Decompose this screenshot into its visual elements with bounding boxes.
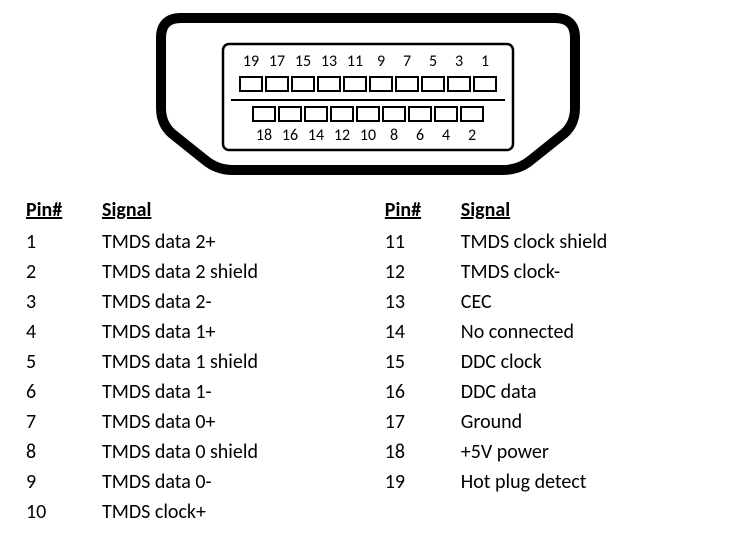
- table-cell: TMDS data 2 shield: [102, 257, 385, 287]
- pin-number-column: Pin# 11 12 13 14 15 16 17 18 19: [385, 195, 461, 527]
- col-header-pin: Pin#: [26, 195, 102, 225]
- pin-box: [421, 76, 445, 92]
- pin-label: 8: [381, 126, 407, 145]
- table-cell: 17: [385, 407, 461, 437]
- table-cell: TMDS data 1-: [102, 377, 385, 407]
- pin-row-top: [153, 76, 583, 92]
- table-cell: 11: [385, 227, 461, 257]
- table-cell: TMDS data 0-: [102, 467, 385, 497]
- table-cell: +5V power: [461, 437, 716, 467]
- pin-label: 17: [264, 52, 290, 71]
- pin-box: [382, 106, 406, 122]
- col-header-pin: Pin#: [385, 195, 461, 225]
- pin-box: [317, 76, 341, 92]
- pin-box: [291, 76, 315, 92]
- table-cell: TMDS clock+: [102, 497, 385, 527]
- table-left-column: Pin# 1 2 3 4 5 6 7 8 9 10 Signal TMDS da…: [26, 195, 385, 527]
- pin-label: 11: [342, 52, 368, 71]
- table-cell: 8: [26, 437, 102, 467]
- table-cell: 19: [385, 467, 461, 497]
- pin-box: [304, 106, 328, 122]
- connector-diagram: 19 17 15 13 11 9 7 5 3 1: [0, 0, 736, 183]
- pin-box: [434, 106, 458, 122]
- pin-label: 9: [368, 52, 394, 71]
- table-cell: 4: [26, 317, 102, 347]
- table-cell: 9: [26, 467, 102, 497]
- table-cell: TMDS data 0+: [102, 407, 385, 437]
- pin-box: [369, 76, 393, 92]
- table-cell: TMDS clock-: [461, 257, 716, 287]
- table-cell: 7: [26, 407, 102, 437]
- table-cell: TMDS data 2-: [102, 287, 385, 317]
- table-cell: No connected: [461, 317, 716, 347]
- table-cell: TMDS data 1 shield: [102, 347, 385, 377]
- pin-box: [395, 76, 419, 92]
- pin-label: 4: [433, 126, 459, 145]
- pin-label: 7: [394, 52, 420, 71]
- pin-box: [278, 106, 302, 122]
- pin-labels-bot: 18 16 14 12 10 8 6 4 2: [153, 126, 583, 145]
- table-cell: TMDS data 2+: [102, 227, 385, 257]
- pin-box: [356, 106, 380, 122]
- pin-row-bot: [153, 106, 583, 122]
- pin-label: 13: [316, 52, 342, 71]
- pin-label: 10: [355, 126, 381, 145]
- connector-shell-icon: [153, 8, 583, 183]
- table-cell: DDC clock: [461, 347, 716, 377]
- table-cell: CEC: [461, 287, 716, 317]
- pin-label: 12: [329, 126, 355, 145]
- pin-labels-top: 19 17 15 13 11 9 7 5 3 1: [153, 52, 583, 71]
- table-cell: DDC data: [461, 377, 716, 407]
- table-cell: 14: [385, 317, 461, 347]
- pin-box: [447, 76, 471, 92]
- pin-box: [473, 76, 497, 92]
- table-cell: 16: [385, 377, 461, 407]
- table-cell: 13: [385, 287, 461, 317]
- table-cell: TMDS data 0 shield: [102, 437, 385, 467]
- pin-label: 19: [238, 52, 264, 71]
- table-cell: 18: [385, 437, 461, 467]
- pin-label: 6: [407, 126, 433, 145]
- pin-box: [265, 76, 289, 92]
- pin-box: [252, 106, 276, 122]
- table-right-column: Pin# 11 12 13 14 15 16 17 18 19 Signal T…: [385, 195, 716, 527]
- pin-box: [343, 76, 367, 92]
- signal-column: Signal TMDS clock shield TMDS clock- CEC…: [461, 195, 716, 527]
- pin-label: 15: [290, 52, 316, 71]
- table-cell: 2: [26, 257, 102, 287]
- table-cell: 5: [26, 347, 102, 377]
- pin-box: [239, 76, 263, 92]
- pin-number-column: Pin# 1 2 3 4 5 6 7 8 9 10: [26, 195, 102, 527]
- pin-label: 3: [446, 52, 472, 71]
- signal-column: Signal TMDS data 2+ TMDS data 2 shield T…: [102, 195, 385, 527]
- table-cell: TMDS data 1+: [102, 317, 385, 347]
- table-cell: TMDS clock shield: [461, 227, 716, 257]
- table-cell: Ground: [461, 407, 716, 437]
- pin-label: 18: [251, 126, 277, 145]
- pinout-table: Pin# 1 2 3 4 5 6 7 8 9 10 Signal TMDS da…: [0, 183, 736, 527]
- table-cell: 6: [26, 377, 102, 407]
- table-cell: 3: [26, 287, 102, 317]
- table-cell: Hot plug detect: [461, 467, 716, 497]
- table-cell: 1: [26, 227, 102, 257]
- pin-box: [460, 106, 484, 122]
- pin-label: 14: [303, 126, 329, 145]
- pin-label: 2: [459, 126, 485, 145]
- pin-label: 16: [277, 126, 303, 145]
- table-cell: 10: [26, 497, 102, 527]
- hdmi-connector: 19 17 15 13 11 9 7 5 3 1: [153, 8, 583, 183]
- pin-label: 5: [420, 52, 446, 71]
- table-cell: 12: [385, 257, 461, 287]
- col-header-signal: Signal: [461, 195, 716, 225]
- table-cell: 15: [385, 347, 461, 377]
- col-header-signal: Signal: [102, 195, 385, 225]
- pin-box: [408, 106, 432, 122]
- pin-box: [330, 106, 354, 122]
- pin-label: 1: [472, 52, 498, 71]
